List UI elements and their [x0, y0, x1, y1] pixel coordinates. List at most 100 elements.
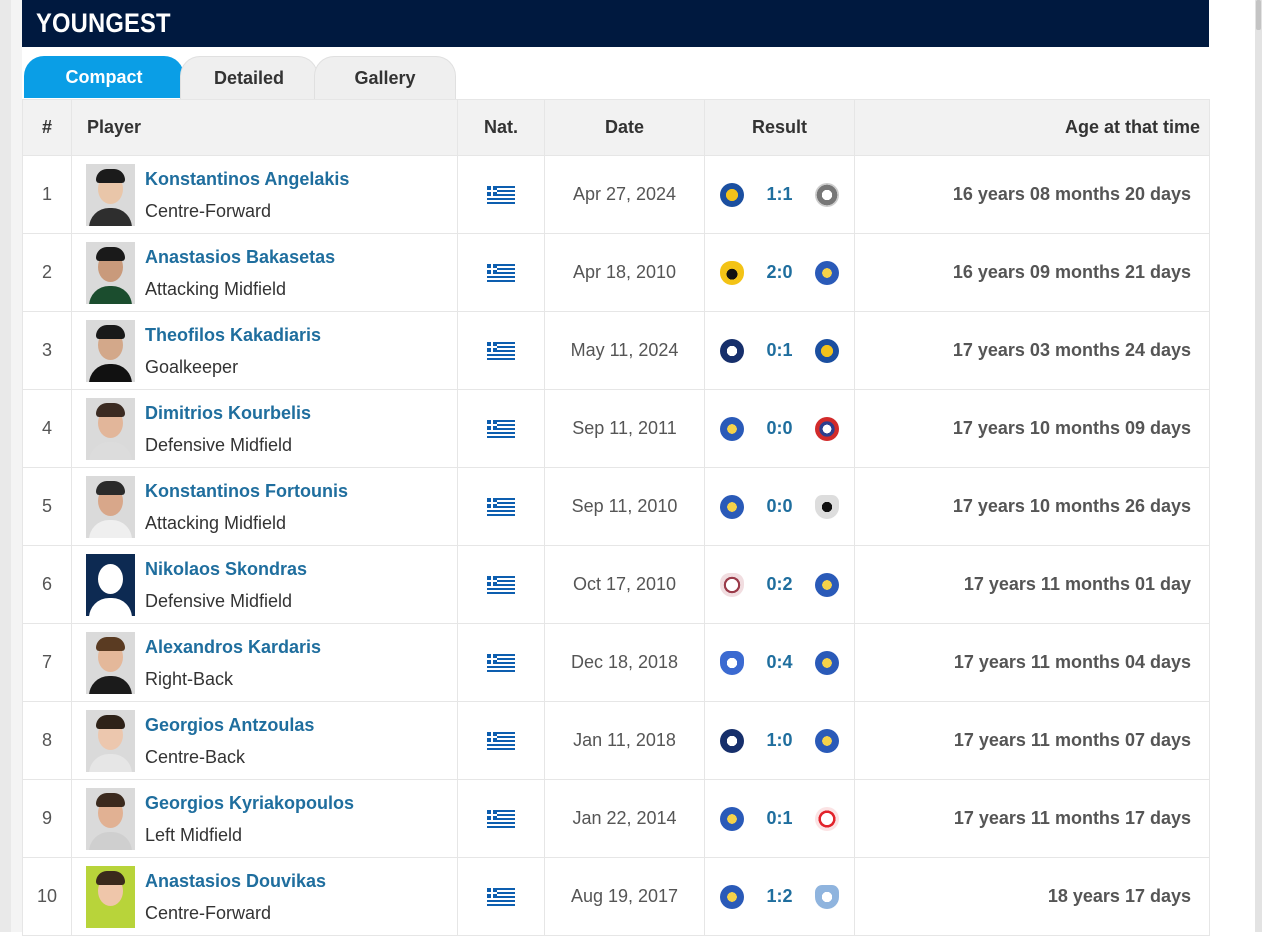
crest-black-white-icon[interactable]	[814, 494, 839, 519]
match-date: Sep 11, 2010	[544, 467, 705, 546]
match-score-link[interactable]: 2:0	[766, 262, 793, 282]
greece-flag-icon	[487, 888, 515, 907]
player-name-link[interactable]: Konstantinos Angelakis	[145, 168, 350, 189]
player-cell: Georgios Kyriakopoulos Left Midfield	[71, 779, 458, 858]
result-cell: 0:0	[704, 389, 855, 468]
crest-blue-star-icon[interactable]	[814, 572, 839, 597]
player-name-link[interactable]: Anastasios Douvikas	[145, 870, 327, 891]
nationality-cell	[457, 779, 545, 858]
page-scrollbar[interactable]	[1255, 0, 1262, 932]
result-cell: 1:2	[704, 857, 855, 936]
age-at-that-time: 17 years 11 months 07 days	[854, 701, 1210, 780]
player-name-link[interactable]: Anastasios Bakasetas	[145, 246, 336, 267]
match-score-link[interactable]: 0:1	[766, 340, 793, 360]
match-score-link[interactable]: 1:0	[766, 730, 793, 750]
result-cell: 0:2	[704, 545, 855, 624]
crest-red-white-icon[interactable]	[814, 806, 839, 831]
crest-blue-white-icon[interactable]	[720, 650, 745, 675]
match-score-link[interactable]: 1:1	[766, 184, 793, 204]
row-number: 1	[22, 155, 72, 234]
player-name-link[interactable]: Alexandros Kardaris	[145, 636, 322, 657]
box-header: YOUNGEST	[22, 0, 1209, 47]
match-score-link[interactable]: 0:0	[766, 496, 793, 516]
row-number: 4	[22, 389, 72, 468]
crest-navy-star-icon[interactable]	[720, 728, 745, 753]
row-number: 3	[22, 311, 72, 390]
col-header-player[interactable]: Player	[71, 99, 458, 156]
match-score-link[interactable]: 1:2	[766, 886, 793, 906]
player-photo[interactable]	[86, 397, 135, 460]
greece-flag-icon	[487, 732, 515, 751]
row-number: 6	[22, 545, 72, 624]
player-cell: Konstantinos Angelakis Centre-Forward	[71, 155, 458, 234]
crest-lightblue-icon[interactable]	[814, 884, 839, 909]
player-name-link[interactable]: Nikolaos Skondras	[145, 558, 308, 579]
crest-grey-icon[interactable]	[814, 182, 839, 207]
match-score-link[interactable]: 0:2	[766, 574, 793, 594]
crest-yellow-black-icon[interactable]	[720, 260, 745, 285]
player-position: Left Midfield	[145, 824, 243, 845]
crest-blue-star-icon[interactable]	[814, 650, 839, 675]
player-photo[interactable]	[86, 241, 135, 304]
col-header-date[interactable]: Date	[544, 99, 705, 156]
player-position: Attacking Midfield	[145, 512, 287, 533]
player-photo[interactable]	[86, 553, 135, 616]
crest-blue-star-icon[interactable]	[720, 494, 745, 519]
table-row: 4 Dimitrios Kourbelis Defensive Midfield…	[22, 389, 1210, 468]
result-cell: 1:1	[704, 155, 855, 234]
crest-navy-star-icon[interactable]	[720, 338, 745, 363]
player-position: Centre-Forward	[145, 902, 272, 923]
crest-blue-star-icon[interactable]	[720, 806, 745, 831]
crest-blue-star-icon[interactable]	[720, 416, 745, 441]
player-position: Centre-Back	[145, 746, 246, 767]
col-header-result[interactable]: Result	[704, 99, 855, 156]
crest-maroon-icon[interactable]	[720, 572, 745, 597]
youngest-players-box: YOUNGEST Compact Detailed Gallery # Play…	[22, 0, 1210, 936]
match-score-link[interactable]: 0:0	[766, 418, 793, 438]
greece-flag-icon	[487, 420, 515, 439]
col-header-age[interactable]: Age at that time	[854, 99, 1210, 156]
col-header-nationality[interactable]: Nat.	[457, 99, 545, 156]
player-photo[interactable]	[86, 787, 135, 850]
table-row: 9 Georgios Kyriakopoulos Left Midfield J…	[22, 779, 1210, 858]
player-photo[interactable]	[86, 709, 135, 772]
table-row: 8 Georgios Antzoulas Centre-Back Jan 11,…	[22, 701, 1210, 780]
left-gutter	[0, 0, 22, 932]
scrollbar-thumb[interactable]	[1256, 0, 1261, 30]
table-row: 2 Anastasios Bakasetas Attacking Midfiel…	[22, 233, 1210, 312]
player-photo[interactable]	[86, 631, 135, 694]
player-photo[interactable]	[86, 475, 135, 538]
right-whitespace	[1209, 0, 1262, 932]
result-cell: 0:0	[704, 467, 855, 546]
row-number: 10	[22, 857, 72, 936]
tab-gallery[interactable]: Gallery	[314, 56, 456, 99]
player-position: Defensive Midfield	[145, 434, 293, 455]
player-name-link[interactable]: Konstantinos Fortounis	[145, 480, 348, 501]
player-name-link[interactable]: Theofilos Kakadiaris	[145, 324, 322, 345]
player-photo[interactable]	[86, 319, 135, 382]
crest-blue-star-icon[interactable]	[814, 728, 839, 753]
greece-flag-icon	[487, 264, 515, 283]
match-score-link[interactable]: 0:4	[766, 652, 793, 672]
greece-flag-icon	[487, 186, 515, 205]
player-photo[interactable]	[86, 163, 135, 226]
crest-blue-star-icon[interactable]	[720, 884, 745, 909]
crest-red-blue-icon[interactable]	[814, 416, 839, 441]
greece-flag-icon	[487, 498, 515, 517]
player-name-link[interactable]: Georgios Antzoulas	[145, 714, 315, 735]
crest-blue-yellow-icon[interactable]	[814, 338, 839, 363]
col-header-number[interactable]: #	[22, 99, 72, 156]
table-row: 3 Theofilos Kakadiaris Goalkeeper May 11…	[22, 311, 1210, 390]
tab-detailed[interactable]: Detailed	[180, 56, 318, 99]
crest-blue-star-icon[interactable]	[814, 260, 839, 285]
nationality-cell	[457, 311, 545, 390]
player-name-link[interactable]: Georgios Kyriakopoulos	[145, 792, 355, 813]
match-date: Jan 11, 2018	[544, 701, 705, 780]
player-name-link[interactable]: Dimitrios Kourbelis	[145, 402, 312, 423]
row-number: 5	[22, 467, 72, 546]
tab-compact[interactable]: Compact	[24, 56, 184, 98]
player-photo[interactable]	[86, 865, 135, 928]
match-date: Aug 19, 2017	[544, 857, 705, 936]
crest-blue-yellow-icon[interactable]	[720, 182, 745, 207]
match-score-link[interactable]: 0:1	[766, 808, 793, 828]
